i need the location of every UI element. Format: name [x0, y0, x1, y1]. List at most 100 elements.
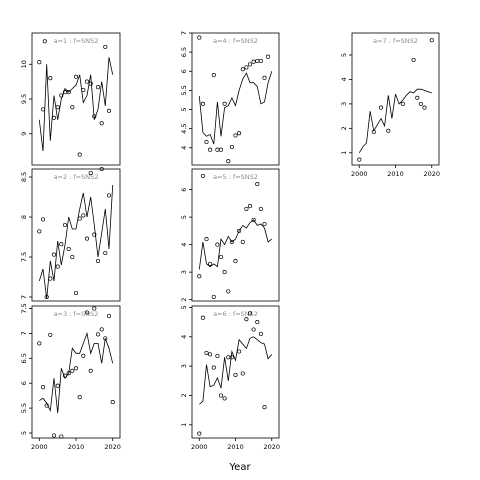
x-tick-label: 2010: [68, 443, 85, 451]
data-point: [43, 40, 46, 43]
data-point: [96, 333, 99, 336]
data-point: [227, 290, 230, 293]
data-point: [412, 58, 415, 61]
y-tick-label: 2: [180, 298, 188, 302]
panel-frame: [192, 306, 279, 438]
data-point: [248, 204, 251, 207]
y-tick-label: 4.5: [180, 123, 188, 133]
data-point: [38, 342, 41, 345]
data-point: [198, 432, 201, 435]
data-point: [219, 394, 222, 397]
data-point: [89, 369, 92, 372]
data-point: [241, 68, 244, 71]
data-point: [85, 237, 88, 240]
data-point: [216, 354, 219, 357]
data-point: [107, 109, 110, 112]
panel-strip-label: a=3 : f=SNS2: [54, 310, 99, 318]
x-tick-label: 2000: [31, 443, 48, 451]
data-point: [234, 373, 237, 376]
data-point: [419, 102, 422, 105]
series-line: [199, 337, 271, 405]
y-tick-label: 5: [340, 53, 348, 57]
data-point: [104, 45, 107, 48]
data-point: [230, 145, 233, 148]
x-tick-label: 2020: [263, 443, 280, 451]
y-tick-label: 1: [180, 423, 188, 427]
y-tick-label: 2: [180, 393, 188, 397]
data-point: [60, 243, 63, 246]
y-tick-label: 5.5: [20, 403, 28, 413]
panel-a5: a=5 : f=SNS2 2 3 4 5 6: [180, 169, 279, 302]
x-tick-label: 2010: [227, 443, 244, 451]
y-tick-label: 5: [180, 215, 188, 219]
data-point: [358, 158, 361, 161]
y-tick-label: 5: [20, 431, 28, 435]
data-point: [223, 270, 226, 273]
y-tick-label: 8.5: [20, 172, 28, 182]
y-tick-label: 6: [180, 188, 188, 192]
data-point: [201, 174, 204, 177]
data-point: [41, 108, 44, 111]
y-tick-label: 6.5: [180, 47, 188, 57]
y-tick-label: 3: [340, 102, 348, 106]
data-point: [401, 102, 404, 105]
data-point: [100, 122, 103, 125]
data-point: [205, 140, 208, 143]
panel-a1: a=1 : f=SNS299.510: [20, 33, 120, 165]
data-point: [234, 134, 237, 137]
data-point: [245, 318, 248, 321]
panel-frame: [352, 33, 439, 165]
data-point: [219, 148, 222, 151]
data-point: [49, 277, 52, 280]
data-point: [263, 76, 266, 79]
series-line: [359, 89, 432, 153]
data-point: [74, 367, 77, 370]
series-line: [199, 71, 271, 144]
data-point: [230, 356, 233, 359]
x-tick-label: 2000: [351, 170, 368, 178]
data-point: [379, 106, 382, 109]
data-point: [237, 132, 240, 135]
data-point: [212, 366, 215, 369]
data-point: [416, 96, 419, 99]
x-tick-label: 2020: [423, 170, 440, 178]
data-point: [219, 255, 222, 258]
data-point: [78, 217, 81, 220]
y-tick-label: 9.5: [20, 94, 28, 104]
panel-frame: [32, 169, 120, 301]
data-point: [52, 116, 55, 119]
panel-strip-label: a=1 : f=SNS2: [54, 37, 99, 45]
data-point: [85, 80, 88, 83]
data-point: [201, 316, 204, 319]
data-point: [234, 259, 237, 262]
data-point: [198, 275, 201, 278]
data-point: [74, 291, 77, 294]
y-tick-label: 2: [340, 126, 348, 130]
data-point: [107, 194, 110, 197]
data-point: [78, 153, 81, 156]
y-tick-label: 5: [180, 305, 188, 309]
data-point: [208, 262, 211, 265]
data-point: [38, 61, 41, 64]
data-point: [216, 243, 219, 246]
data-point: [252, 60, 255, 63]
y-tick-label: 4: [180, 146, 188, 150]
y-tick-label: 7.5: [20, 252, 28, 262]
data-point: [49, 77, 52, 80]
data-point: [205, 237, 208, 240]
data-point: [63, 223, 66, 226]
x-axis-label: Year: [228, 462, 251, 473]
y-tick-label: 7: [20, 295, 28, 299]
y-tick-label: 5.5: [180, 85, 188, 95]
data-point: [263, 222, 266, 225]
data-point: [245, 66, 248, 69]
data-point: [227, 356, 230, 359]
y-tick-label: 4: [180, 243, 188, 247]
data-point: [78, 396, 81, 399]
data-point: [201, 102, 204, 105]
data-point: [241, 372, 244, 375]
data-point: [387, 129, 390, 132]
x-tick-label: 2010: [387, 170, 404, 178]
y-tick-label: 3: [180, 270, 188, 274]
